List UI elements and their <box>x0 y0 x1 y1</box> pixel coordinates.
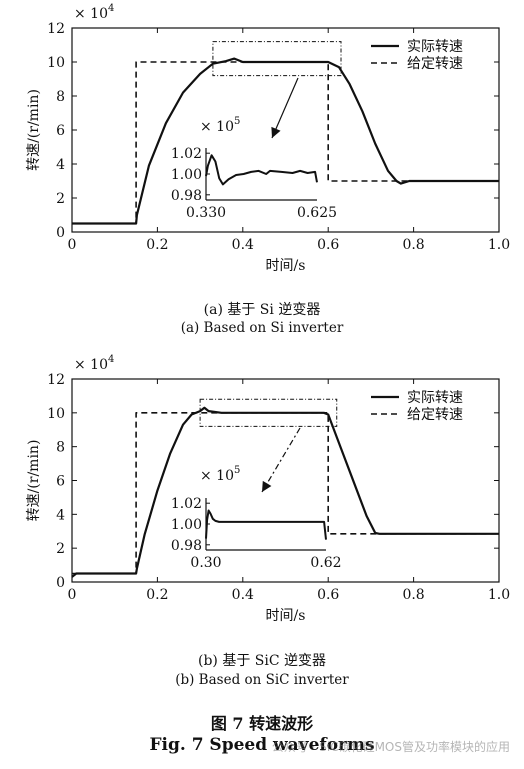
y-tick-label: 8 <box>56 440 65 456</box>
x-tick-label: 0.4 <box>232 587 254 603</box>
inset-y-tick-label: 1.00 <box>171 517 202 533</box>
y-tick-label: 0 <box>56 225 65 241</box>
watermark: 公众号 · SiC碳化硅MOS管及功率模块的应用 <box>271 740 510 754</box>
zoom-arrow-line <box>271 77 299 139</box>
x-tick-label: 1.0 <box>488 587 510 603</box>
y-tick-label: 6 <box>56 123 65 139</box>
x-tick-label: 0.6 <box>317 237 339 253</box>
caption-b-chinese: (b) 基于 SiC 逆变器 <box>197 653 327 669</box>
zoom-arrow-line <box>261 427 301 493</box>
inset-multiplier-exponent: 5 <box>234 465 240 476</box>
y-tick-label: 2 <box>56 541 65 557</box>
series-line-reference-speed <box>72 412 499 575</box>
x-tick-label: 1.0 <box>488 237 510 253</box>
x-tick-label: 0.8 <box>402 587 424 603</box>
caption-a-chinese: (a) 基于 Si 逆变器 <box>203 302 321 318</box>
y-tick-label: 10 <box>47 406 65 422</box>
figure-title-english: Fig. 7 Speed waveforms <box>149 735 375 755</box>
legend-label: 实际转速 <box>407 390 463 406</box>
inset-series-line <box>205 154 318 186</box>
legend-label: 给定转速 <box>407 407 463 423</box>
y-tick-label: 10 <box>47 55 65 71</box>
y-tick-label: 2 <box>56 191 65 207</box>
inset-multiplier-exponent: 5 <box>234 116 240 127</box>
zoom-arrow-head <box>262 480 272 492</box>
inset-x-tick-label: 0.625 <box>297 205 337 221</box>
inset-y-tick-label: 1.02 <box>171 146 202 162</box>
zoom-arrow-head <box>271 126 281 138</box>
inset-series-line <box>205 509 327 540</box>
y-axis-multiplier-exponent: 4 <box>108 354 114 365</box>
zoom-region-box <box>199 398 338 427</box>
y-axis-label: 转速/(r/min) <box>26 440 42 522</box>
x-tick-label: 0.4 <box>232 237 254 253</box>
inset-x-tick-label: 0.330 <box>186 205 226 221</box>
caption-a-english: (a) Based on Si inverter <box>180 320 344 336</box>
y-axis-multiplier: × 10 <box>74 357 108 373</box>
legend-label: 给定转速 <box>407 56 463 72</box>
inset-x-tick-label: 0.30 <box>190 555 221 571</box>
x-tick-label: 0 <box>68 587 77 603</box>
y-axis-label: 转速/(r/min) <box>26 89 42 171</box>
x-axis-label: 时间/s <box>266 608 306 624</box>
inset-y-tick-label: 0.98 <box>171 188 202 204</box>
y-tick-label: 6 <box>56 474 65 490</box>
y-tick-label: 8 <box>56 89 65 105</box>
inset-y-tick-label: 1.02 <box>171 496 202 512</box>
y-axis-multiplier-exponent: 4 <box>108 3 114 14</box>
y-tick-label: 12 <box>47 372 65 388</box>
inset-y-tick-label: 1.00 <box>171 167 202 183</box>
x-tick-label: 0 <box>68 237 77 253</box>
series-line-actual-speed <box>71 406 499 578</box>
y-tick-label: 0 <box>56 575 65 591</box>
y-tick-label: 12 <box>47 21 65 37</box>
x-tick-label: 0.2 <box>146 587 168 603</box>
y-tick-label: 4 <box>56 157 65 173</box>
x-axis-label: 时间/s <box>266 258 306 274</box>
zoom-region-box <box>212 41 342 77</box>
y-tick-label: 4 <box>56 507 65 523</box>
inset-x-tick-label: 0.62 <box>310 555 341 571</box>
x-tick-label: 0.8 <box>402 237 424 253</box>
x-tick-label: 0.6 <box>317 587 339 603</box>
y-axis-multiplier: × 10 <box>74 6 108 22</box>
inset-y-tick-label: 0.98 <box>171 538 202 554</box>
inset-multiplier: × 10 <box>200 468 234 484</box>
x-tick-label: 0.2 <box>146 237 168 253</box>
inset-multiplier: × 10 <box>200 119 234 135</box>
figure-title-chinese: 图 7 转速波形 <box>210 714 314 733</box>
caption-b-english: (b) Based on SiC inverter <box>175 672 349 688</box>
series-line-reference-speed <box>72 61 499 225</box>
legend-label: 实际转速 <box>407 39 463 55</box>
